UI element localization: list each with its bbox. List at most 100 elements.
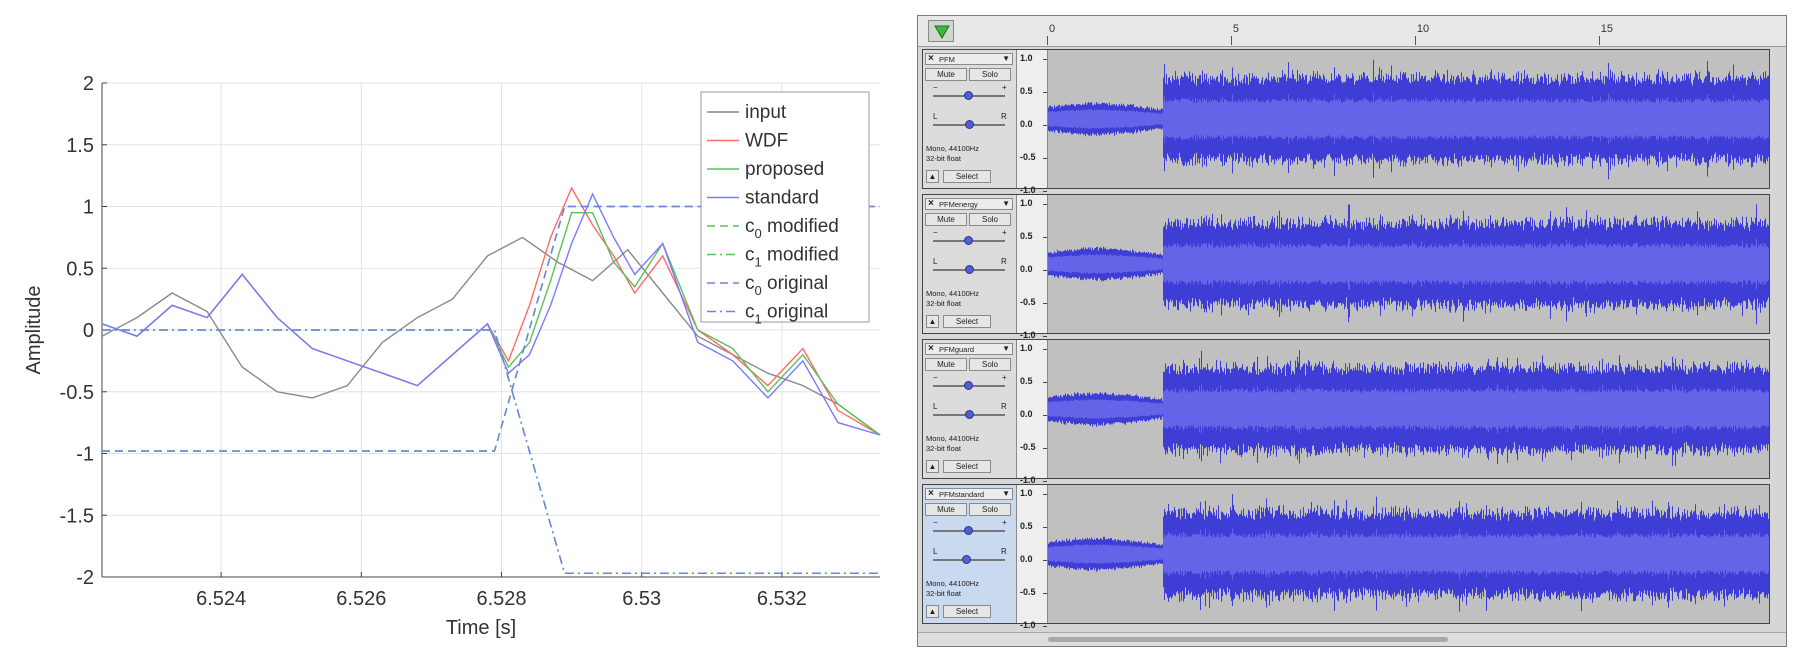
audio-track[interactable]: × PFMenergy ▼ Mute Solo − + L R Mono, 44…	[922, 194, 1770, 340]
horizontal-scrollbar[interactable]	[918, 632, 1786, 646]
audio-track[interactable]: × PFMguard ▼ Mute Solo − + L R Mono, 441…	[922, 339, 1770, 485]
ruler-label: 5	[1232, 23, 1240, 35]
track-format-depth: 32-bit float	[926, 154, 962, 163]
select-track-button[interactable]: Select	[943, 460, 991, 473]
track-menu-arrow-icon[interactable]: ▼	[1002, 54, 1010, 63]
close-track-icon[interactable]: ×	[928, 53, 934, 64]
mute-button[interactable]: Mute	[925, 358, 967, 371]
track-name: PFM	[939, 55, 955, 64]
solo-button[interactable]: Solo	[969, 213, 1011, 226]
amplitude-ruler-tick	[1043, 349, 1047, 350]
track-control-panel: × PFMguard ▼ Mute Solo − + L R Mono, 441…	[923, 340, 1017, 478]
amplitude-ruler-label: -0.5	[1020, 152, 1036, 162]
gain-slider-knob[interactable]	[964, 526, 973, 535]
collapse-track-icon[interactable]: ▲	[926, 170, 939, 183]
waveform-svg	[1048, 204, 1769, 325]
track-format-info: Mono, 44100Hz 32-bit float	[926, 434, 979, 454]
amplitude-ruler-tick	[1043, 560, 1047, 561]
pan-slider-knob[interactable]	[965, 265, 974, 274]
amplitude-ruler-tick	[1043, 92, 1047, 93]
pan-slider-knob[interactable]	[962, 555, 971, 564]
gain-plus-label: +	[1002, 518, 1007, 527]
collapse-track-icon[interactable]: ▲	[926, 460, 939, 473]
track-name: PFMguard	[939, 345, 975, 354]
amplitude-ruler-tick	[1043, 125, 1047, 126]
track-name-menu[interactable]: × PFMenergy ▼	[925, 198, 1013, 210]
mute-button[interactable]: Mute	[925, 213, 967, 226]
solo-button[interactable]: Solo	[969, 503, 1011, 516]
legend-entry: input	[745, 102, 787, 123]
select-track-button[interactable]: Select	[943, 605, 991, 618]
amplitude-ruler-label: -1.0	[1020, 330, 1036, 340]
track-name-menu[interactable]: × PFMguard ▼	[925, 343, 1013, 355]
track-format-info: Mono, 44100Hz 32-bit float	[926, 144, 979, 164]
close-track-icon[interactable]: ×	[928, 198, 934, 209]
solo-button[interactable]: Solo	[969, 68, 1011, 81]
ruler-tick	[1598, 36, 1600, 45]
track-menu-arrow-icon[interactable]: ▼	[1002, 344, 1010, 353]
amplitude-ruler-tick	[1043, 59, 1047, 60]
pan-right-label: R	[1001, 112, 1007, 121]
track-format-rate: Mono, 44100Hz	[926, 434, 979, 443]
mute-button[interactable]: Mute	[925, 503, 967, 516]
close-track-icon[interactable]: ×	[928, 488, 934, 499]
audio-track[interactable]: × PFM ▼ Mute Solo − + L R Mono, 44100Hz …	[922, 49, 1770, 195]
gain-slider-knob[interactable]	[964, 91, 973, 100]
track-menu-arrow-icon[interactable]: ▼	[1002, 199, 1010, 208]
waveform-area[interactable]	[1048, 340, 1769, 478]
gain-minus-label: −	[933, 228, 938, 237]
gain-plus-label: +	[1002, 83, 1007, 92]
track-name-menu[interactable]: × PFMstandard ▼	[925, 488, 1013, 500]
waveform-area[interactable]	[1048, 195, 1769, 333]
select-track-button[interactable]: Select	[943, 170, 991, 183]
horizontal-scrollbar-thumb[interactable]	[1048, 637, 1448, 642]
track-format-depth: 32-bit float	[926, 444, 962, 453]
amplitude-ruler-label: 0.0	[1020, 119, 1033, 129]
x-tick-label: 6.526	[336, 588, 386, 610]
collapse-track-icon[interactable]: ▲	[926, 315, 939, 328]
series-line-6	[102, 329, 880, 575]
pan-slider-knob[interactable]	[965, 120, 974, 129]
waveform-area[interactable]	[1048, 50, 1769, 188]
track-name-menu[interactable]: × PFM ▼	[925, 53, 1013, 65]
x-tick-label: 6.524	[196, 588, 246, 610]
ruler-label: 15	[1600, 23, 1614, 35]
pan-right-label: R	[1001, 547, 1007, 556]
amplitude-ruler-label: 0.5	[1020, 521, 1033, 531]
close-track-icon[interactable]: ×	[928, 343, 934, 354]
ruler-tick	[1047, 36, 1048, 45]
series-line-8	[102, 329, 880, 575]
pan-left-label: L	[933, 257, 938, 266]
timeline-ruler[interactable]: 0 5 10 15	[918, 16, 1786, 47]
track-control-panel: × PFM ▼ Mute Solo − + L R Mono, 44100Hz …	[923, 50, 1017, 188]
select-track-button[interactable]: Select	[943, 315, 991, 328]
amplitude-ruler-label: 1.0	[1020, 488, 1033, 498]
gain-slider-knob[interactable]	[964, 236, 973, 245]
amplitude-ruler-tick	[1043, 303, 1047, 304]
track-menu-arrow-icon[interactable]: ▼	[1002, 489, 1010, 498]
amplitude-ruler-tick	[1043, 270, 1047, 271]
mute-button[interactable]: Mute	[925, 68, 967, 81]
audio-track[interactable]: × PFMstandard ▼ Mute Solo − + L R Mono, …	[922, 484, 1770, 630]
track-format-info: Mono, 44100Hz 32-bit float	[926, 289, 979, 309]
x-tick-label: 6.532	[757, 588, 807, 610]
waveform-svg	[1048, 493, 1769, 612]
pan-slider-knob[interactable]	[965, 410, 974, 419]
amplitude-ruler: 1.0 0.5 0.0 -0.5 -1.0	[1017, 340, 1048, 485]
amplitude-ruler-tick	[1043, 237, 1047, 238]
play-head-button[interactable]	[928, 20, 954, 42]
gain-minus-label: −	[933, 373, 938, 382]
waveform-area[interactable]	[1048, 485, 1769, 623]
solo-button[interactable]: Solo	[969, 358, 1011, 371]
amplitude-ruler-label: 1.0	[1020, 53, 1033, 63]
amplitude-ruler-tick	[1043, 382, 1047, 383]
x-axis-label: Time [s]	[446, 617, 516, 639]
y-tick-label: 1.5	[66, 135, 94, 157]
track-format-depth: 32-bit float	[926, 299, 962, 308]
y-tick-label: -2	[76, 567, 94, 589]
gain-slider-knob[interactable]	[964, 381, 973, 390]
amplitude-ruler-tick	[1043, 494, 1047, 495]
y-axis-label: Amplitude	[23, 286, 45, 375]
audio-editor-window: 0 5 10 15 × PFM ▼ Mute Solo − + L R Mon	[917, 15, 1787, 647]
collapse-track-icon[interactable]: ▲	[926, 605, 939, 618]
